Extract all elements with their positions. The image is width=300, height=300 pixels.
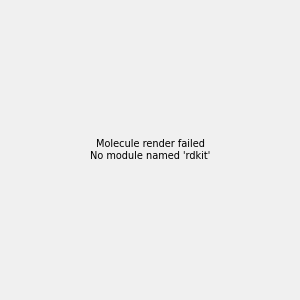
Text: Molecule render failed
No module named 'rdkit': Molecule render failed No module named '…: [90, 139, 210, 161]
